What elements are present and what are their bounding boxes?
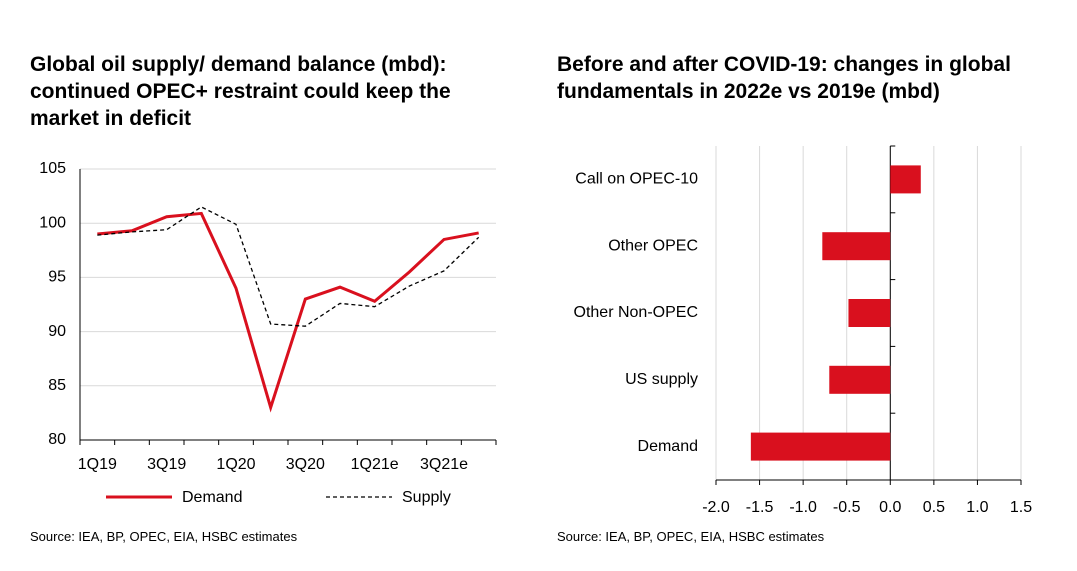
legend-label: Supply — [402, 489, 451, 506]
y-tick-label: Other Non-OPEC — [574, 304, 698, 321]
x-tick-label: -1.5 — [746, 499, 774, 516]
bar — [822, 232, 891, 261]
y-tick-label: Other OPEC — [608, 237, 698, 254]
x-tick-label: 3Q21e — [420, 456, 468, 473]
y-tick-label: US supply — [625, 371, 698, 388]
x-tick-label: -0.5 — [833, 499, 861, 516]
x-tick-label: 3Q20 — [286, 456, 325, 473]
bar — [848, 299, 891, 327]
y-tick-label: Demand — [638, 438, 698, 455]
x-tick-label: 3Q19 — [147, 456, 186, 473]
chart-title: Global oil supply/ demand balance (mbd):… — [30, 53, 451, 130]
x-tick-label: 1Q20 — [216, 456, 255, 473]
y-tick-label: 105 — [39, 160, 66, 177]
x-tick-label: 1.0 — [966, 499, 988, 516]
x-tick-label: 1Q21e — [351, 456, 399, 473]
bar — [829, 365, 891, 394]
x-tick-label: 1.5 — [1010, 499, 1032, 516]
source-note: Source: IEA, BP, OPEC, EIA, HSBC estimat… — [30, 529, 298, 544]
x-tick-label: 0.0 — [879, 499, 901, 516]
bar — [750, 432, 891, 461]
y-tick-label: 90 — [48, 323, 66, 340]
line-series — [97, 206, 480, 327]
line-series — [97, 211, 479, 413]
y-tick-label: 85 — [48, 377, 66, 394]
x-tick-label: -1.0 — [789, 499, 817, 516]
y-tick-label: Call on OPEC-10 — [575, 171, 698, 188]
x-tick-label: 1Q19 — [78, 456, 117, 473]
legend-label: Demand — [182, 489, 242, 506]
y-tick-label: 100 — [39, 214, 66, 231]
bar — [890, 165, 921, 194]
source-note: Source: IEA, BP, OPEC, EIA, HSBC estimat… — [557, 529, 825, 544]
y-tick-label: 80 — [48, 431, 66, 448]
y-tick-label: 95 — [48, 269, 66, 286]
chart-title: Before and after COVID-19: changes in gl… — [557, 53, 1011, 103]
x-tick-label: 0.5 — [923, 499, 945, 516]
x-tick-label: -2.0 — [702, 499, 730, 516]
